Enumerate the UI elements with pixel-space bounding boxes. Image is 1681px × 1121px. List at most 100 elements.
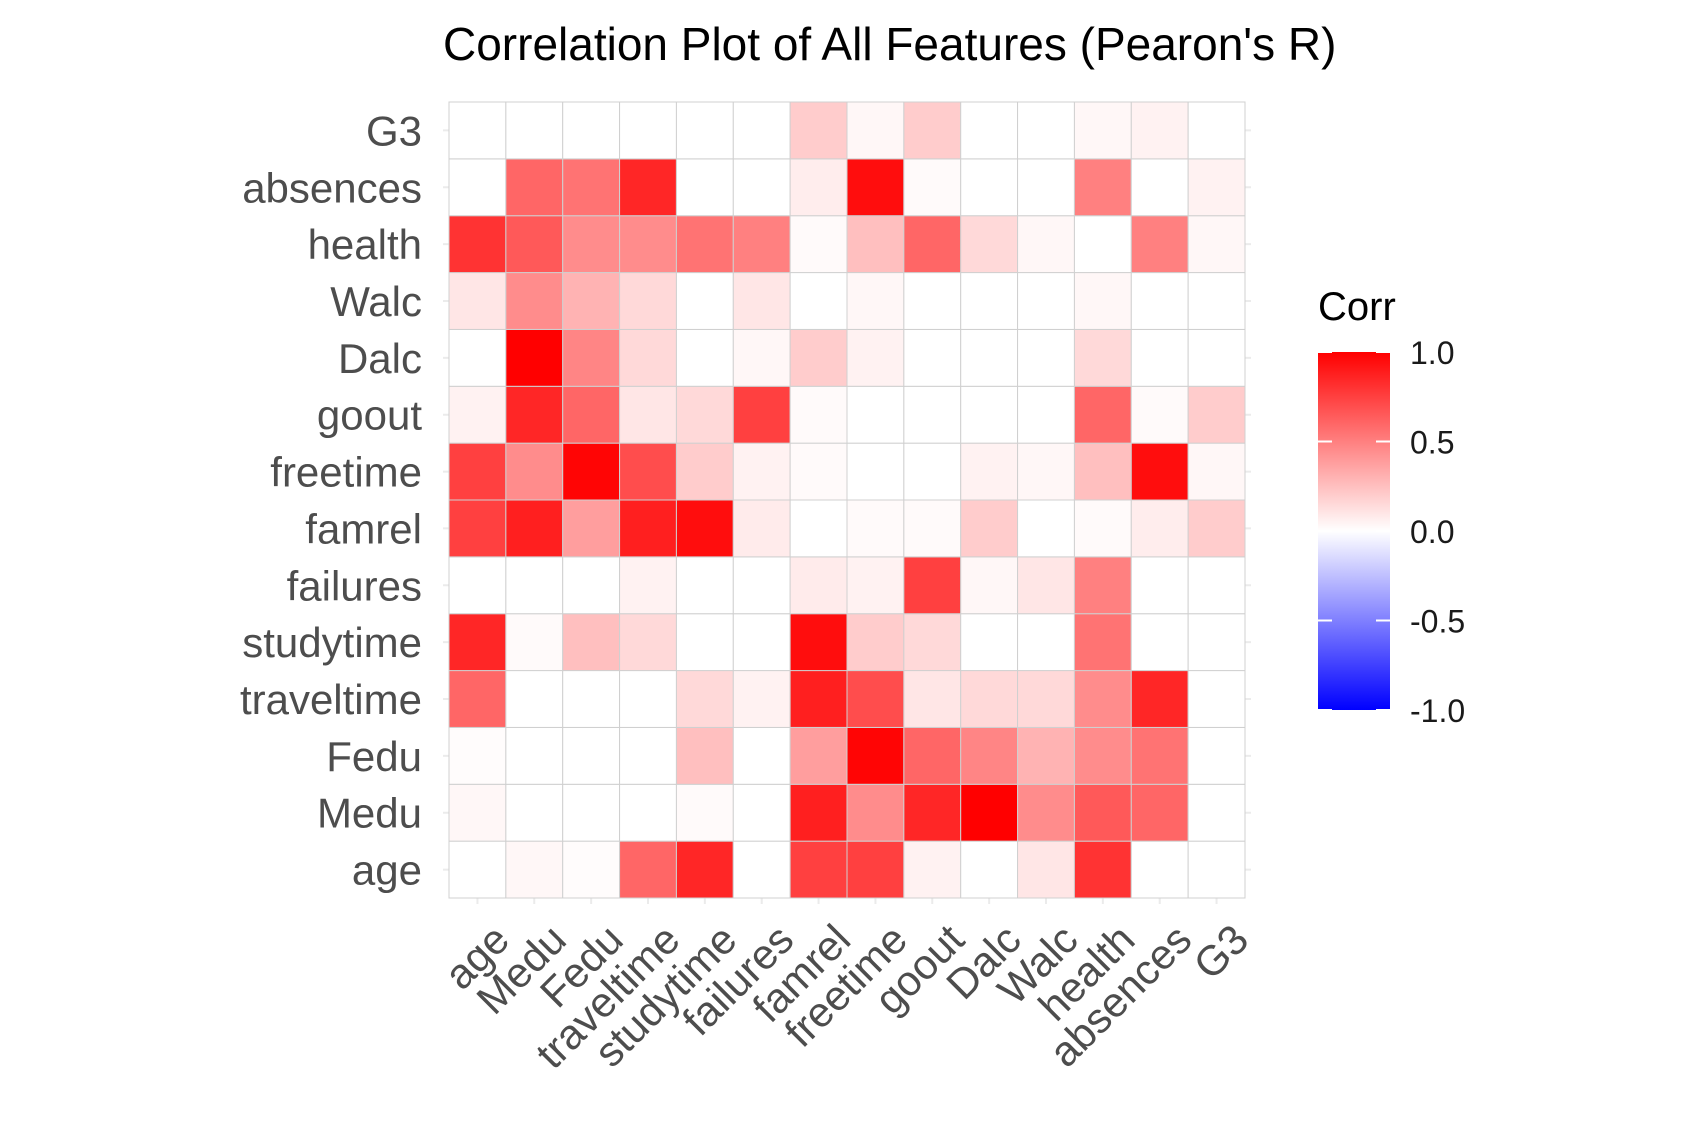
heatmap-cell-Medu-traveltime [619,783,677,842]
heatmap-cell-Dalc-Fedu [562,328,621,387]
heatmap-cell-age-failures [732,840,791,899]
heatmap-cell-traveltime-freetime [846,670,905,728]
heatmap-cell-goout-famrel [789,385,848,444]
heatmap-cell-G3-traveltime [619,101,677,160]
heatmap-cell-Walc-age [448,272,507,330]
heatmap-cell-health-Dalc [960,215,1019,274]
heatmap-cell-Dalc-health [1073,328,1132,387]
heatmap-cell-absences-health [1073,158,1132,217]
heatmap-cell-Dalc-freetime [846,328,905,387]
heatmap-cell-Dalc-Walc [1017,328,1075,387]
heatmap-cell-health-absences [1130,215,1189,274]
heatmap-cell-freetime-age [448,442,507,501]
heatmap-cell-health-freetime [846,215,905,274]
legend-tick-label: -1.0 [1410,693,1465,729]
heatmap-cell-Medu-health [1073,783,1132,842]
heatmap-cell-Dalc-traveltime [619,328,677,387]
heatmap-cell-freetime-freetime [846,442,905,501]
heatmap-cell-absences-Medu [505,158,564,217]
heatmap-cell-failures-failures [732,556,791,615]
heatmap-cell-failures-Fedu [562,556,621,615]
heatmap-cell-studytime-Medu [505,613,564,672]
legend-title: Corr [1318,285,1396,329]
heatmap-cell-Medu-Medu [505,783,564,842]
y-tick-label: Medu [317,790,422,837]
heatmap-cell-age-G3 [1187,840,1246,899]
heatmap-cell-studytime-absences [1130,613,1189,672]
heatmap-cell-famrel-Dalc [960,499,1019,558]
heatmap-cell-goout-Walc [1017,385,1075,444]
heatmap-cell-Walc-goout [903,272,962,330]
heatmap-cell-studytime-famrel [789,613,848,672]
heatmap-cell-failures-goout [903,556,962,615]
heatmap-cell-freetime-famrel [789,442,848,501]
heatmap-cell-age-studytime [675,840,734,899]
heatmap-cell-health-failures [732,215,791,274]
heatmap-cell-failures-famrel [789,556,848,615]
heatmap-cell-absences-freetime [846,158,905,217]
heatmap-cell-health-famrel [789,215,848,274]
heatmap-cell-failures-G3 [1187,556,1246,615]
heatmap-cell-Walc-health [1073,272,1132,330]
heatmap-cell-Dalc-famrel [789,328,848,387]
heatmap-cell-absences-goout [903,158,962,217]
heatmap-cell-absences-studytime [675,158,734,217]
heatmap-cell-freetime-traveltime [619,442,677,501]
heatmap-cell-freetime-Medu [505,442,564,501]
heatmap-cell-age-goout [903,840,962,899]
heatmap-cell-traveltime-health [1073,670,1132,728]
heatmap-cell-studytime-freetime [846,613,905,672]
heatmap-cell-goout-absences [1130,385,1189,444]
heatmap-cell-Medu-failures [732,783,791,842]
heatmap-cell-failures-studytime [675,556,734,615]
heatmap-cell-age-Medu [505,840,564,899]
heatmap-cell-age-Walc [1017,840,1075,899]
y-tick-label: G3 [366,107,422,154]
heatmap-cell-Dalc-goout [903,328,962,387]
heatmap-cell-Medu-famrel [789,783,848,842]
heatmap-cell-famrel-traveltime [619,499,677,558]
heatmap-cell-Walc-Walc [1017,272,1075,330]
heatmap-cell-traveltime-studytime [675,670,734,728]
heatmap-cell-age-age [448,840,507,899]
heatmap-cell-age-freetime [846,840,905,899]
heatmap-cell-Medu-Fedu [562,783,621,842]
heatmap-cell-traveltime-traveltime [619,670,677,728]
y-tick-label: freetime [270,449,422,496]
heatmap-cell-famrel-goout [903,499,962,558]
heatmap-cell-Fedu-Fedu [562,726,621,785]
heatmap-cell-traveltime-failures [732,670,791,728]
heatmap-cell-age-Dalc [960,840,1019,899]
heatmap-cell-Dalc-age [448,328,507,387]
x-tick-label: G3 [1184,915,1257,988]
legend: Corr 1.0 0.5 0.0 -0.5 -1.0 [1318,285,1465,729]
heatmap-cell-Fedu-health [1073,726,1132,785]
heatmap-cell-age-health [1073,840,1132,899]
heatmap-cell-failures-Walc [1017,556,1075,615]
heatmap-cell-famrel-studytime [675,499,734,558]
heatmap-cell-age-famrel [789,840,848,899]
heatmap-cell-G3-failures [732,101,791,160]
heatmap-cell-health-Walc [1017,215,1075,274]
y-tick-label: Fedu [326,733,422,780]
heatmap-cell-freetime-G3 [1187,442,1246,501]
heatmap-cell-Dalc-failures [732,328,791,387]
heatmap-cell-traveltime-age [448,670,507,728]
heatmap-cell-G3-goout [903,101,962,160]
heatmap-cell-Fedu-goout [903,726,962,785]
heatmap-cell-famrel-health [1073,499,1132,558]
heatmap-cell-traveltime-absences [1130,670,1189,728]
heatmap-cell-absences-age [448,158,507,217]
heatmap-cell-health-traveltime [619,215,677,274]
heatmap-cell-age-traveltime [619,840,677,899]
heatmap-cell-Walc-traveltime [619,272,677,330]
heatmap-cell-failures-freetime [846,556,905,615]
heatmap-cell-health-Medu [505,215,564,274]
heatmap-cell-Dalc-Dalc [960,328,1019,387]
heatmap-cell-G3-studytime [675,101,734,160]
heatmap-cell-freetime-absences [1130,442,1189,501]
heatmap-cell-health-Fedu [562,215,621,274]
heatmap-cell-Walc-freetime [846,272,905,330]
heatmap-cell-Fedu-studytime [675,726,734,785]
